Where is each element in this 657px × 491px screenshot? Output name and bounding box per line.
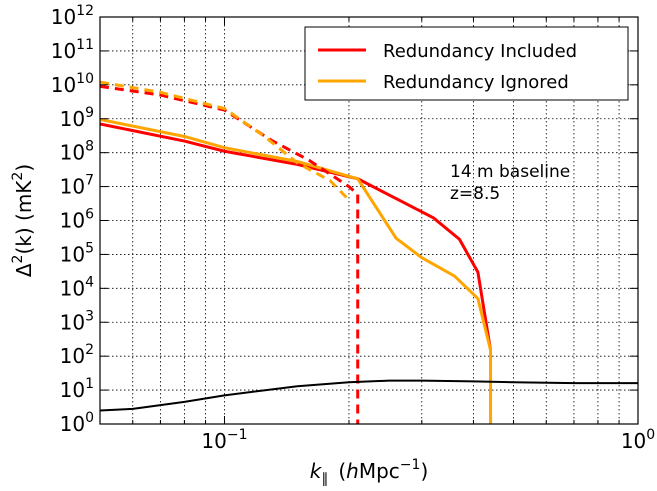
- y-tick-label: 105: [60, 240, 94, 266]
- legend-label: Redundancy Ignored: [383, 72, 569, 93]
- annotation-text: 14 m baseline: [450, 162, 570, 182]
- series-group: [100, 80, 638, 424]
- y-tick-label: 108: [60, 139, 94, 165]
- annotation-text: z=8.5: [450, 184, 500, 204]
- y-tick-label: 102: [60, 342, 94, 368]
- y-tick-label: 1011: [51, 37, 94, 63]
- x-tick-label: 100: [621, 427, 655, 453]
- y-tick-label: 100: [60, 410, 94, 436]
- legend: Redundancy Included Redundancy Ignored: [304, 26, 629, 101]
- legend-label: Redundancy Included: [383, 41, 577, 62]
- y-tick-label: 101: [60, 376, 94, 402]
- y-tick-label: 106: [60, 207, 94, 233]
- series-line-noise: [100, 379, 638, 412]
- x-tick-label: 10−1: [201, 427, 247, 453]
- axis-ticks: [99, 16, 639, 425]
- y-tick-label: 1012: [51, 3, 94, 29]
- y-tick-label: 1010: [51, 71, 94, 97]
- legend-box: [304, 26, 629, 101]
- series-line-included_dashed: [100, 84, 360, 424]
- y-tick-label: 103: [60, 308, 94, 334]
- y-tick-label: 104: [60, 274, 94, 300]
- y-tick-label: 109: [60, 105, 94, 131]
- y-tick-label: 107: [60, 173, 94, 199]
- series-line-ignored_solid: [100, 118, 493, 424]
- y-axis-label: Δ2(k) (mK2): [10, 164, 36, 277]
- x-axis-label: k∥ (hMpc−1): [310, 457, 429, 487]
- series-line-included_solid: [100, 122, 493, 351]
- series-line-ignored_dashed: [100, 80, 351, 202]
